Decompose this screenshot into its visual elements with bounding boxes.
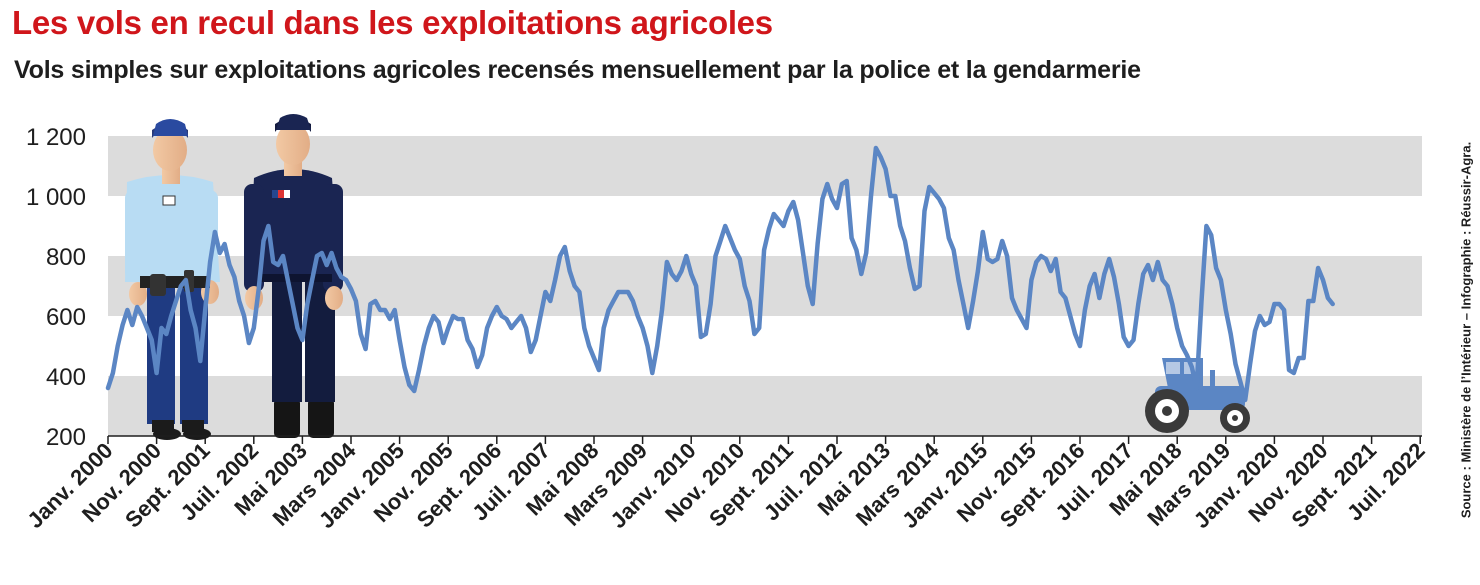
y-tick-label: 800 [46, 244, 86, 271]
y-tick-label: 600 [46, 304, 86, 331]
y-tick-label: 400 [46, 364, 86, 391]
chart-title: Les vols en recul dans les exploitations… [12, 4, 773, 41]
gendarme-illustration [125, 119, 220, 440]
y-tick-label: 1 000 [26, 184, 86, 211]
y-axis: 200 400 600 800 1 000 1 200 [26, 124, 86, 451]
y-tick-label: 1 200 [26, 124, 86, 151]
source-credit: Source : Ministère de l’Intérieur – Info… [1458, 141, 1474, 519]
series-line [105, 145, 1335, 403]
y-tick-label: 200 [46, 424, 86, 451]
chart-subtitle: Vols simples sur exploitations agricoles… [14, 56, 1141, 84]
